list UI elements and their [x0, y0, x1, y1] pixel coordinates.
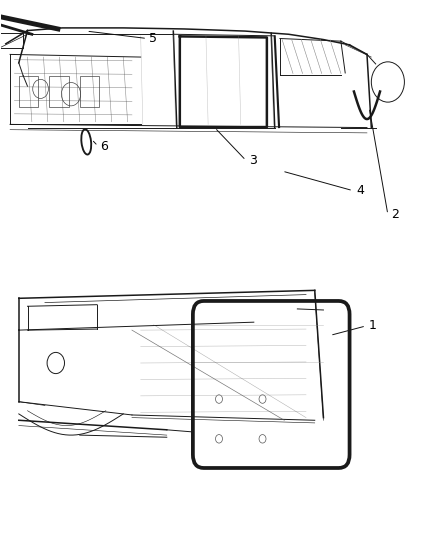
Bar — [19, 76, 39, 108]
Bar — [49, 76, 69, 108]
Text: 2: 2 — [391, 208, 399, 221]
Bar — [80, 76, 99, 108]
Text: 4: 4 — [356, 184, 364, 197]
Text: 3: 3 — [250, 154, 258, 167]
Text: 1: 1 — [369, 319, 377, 333]
Text: 6: 6 — [101, 140, 109, 152]
Text: 5: 5 — [149, 32, 157, 45]
